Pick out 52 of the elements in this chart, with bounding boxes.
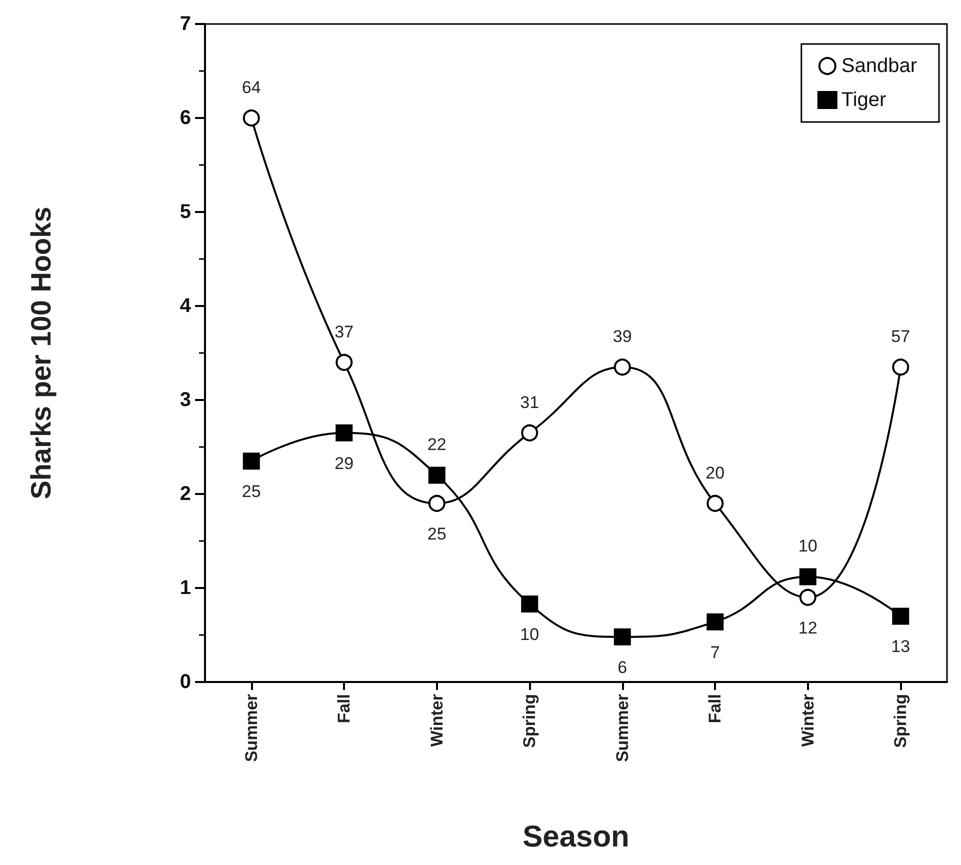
point <box>242 110 260 126</box>
x-axis-title: Season <box>522 820 630 854</box>
x-tick-label: Fall <box>334 694 354 724</box>
annotation: 25 <box>427 524 446 544</box>
point <box>799 568 816 586</box>
point <box>706 494 724 512</box>
point <box>428 466 446 484</box>
x-tick-label: Spring <box>520 694 540 748</box>
legend-label: Tiger <box>841 89 887 111</box>
annotation: 7 <box>710 642 720 662</box>
point <box>614 628 631 646</box>
annotation: 12 <box>798 618 818 638</box>
annotation: 22 <box>427 435 446 454</box>
x-tick-label: Summer <box>242 694 261 762</box>
point <box>336 354 353 371</box>
annotation: 25 <box>242 482 261 502</box>
y-tick-label: 7 <box>180 13 191 35</box>
x-tick-label: Fall <box>706 694 725 724</box>
x-tick-label: Summer <box>612 694 632 762</box>
annotation: 57 <box>891 327 910 346</box>
y-tick-label: 2 <box>180 483 191 505</box>
annotation: 37 <box>334 322 354 342</box>
point <box>428 494 446 512</box>
annotation: 64 <box>242 78 261 97</box>
annotation: 13 <box>891 637 910 656</box>
x-tick-label: Winter <box>798 694 818 747</box>
annotation: 39 <box>612 327 632 346</box>
annotation: 10 <box>520 624 540 644</box>
y-tick-label: 5 <box>180 201 191 223</box>
y-tick-label: 4 <box>180 295 192 317</box>
point <box>242 452 260 470</box>
annotation: 31 <box>520 392 540 412</box>
point <box>892 358 910 376</box>
y-tick-label: 6 <box>180 107 191 129</box>
annotation: 29 <box>334 454 354 473</box>
annotation: 6 <box>618 658 628 677</box>
annotation: 10 <box>798 536 818 556</box>
point <box>336 424 353 442</box>
y-tick-label: 3 <box>180 389 191 411</box>
x-tick-label: Winter <box>427 694 446 747</box>
point <box>799 588 816 606</box>
point <box>706 613 724 630</box>
annotation: 20 <box>706 463 725 482</box>
y-axis-title: Sharks per 100 Hooks <box>26 206 56 500</box>
y-tick-label: 1 <box>180 577 191 599</box>
y-tick-label: 0 <box>180 671 191 693</box>
point <box>614 358 631 376</box>
point <box>892 608 910 625</box>
point <box>521 595 538 612</box>
legend-label: Sandbar <box>841 55 918 77</box>
point <box>521 424 538 442</box>
x-tick-label: Spring <box>891 694 910 748</box>
